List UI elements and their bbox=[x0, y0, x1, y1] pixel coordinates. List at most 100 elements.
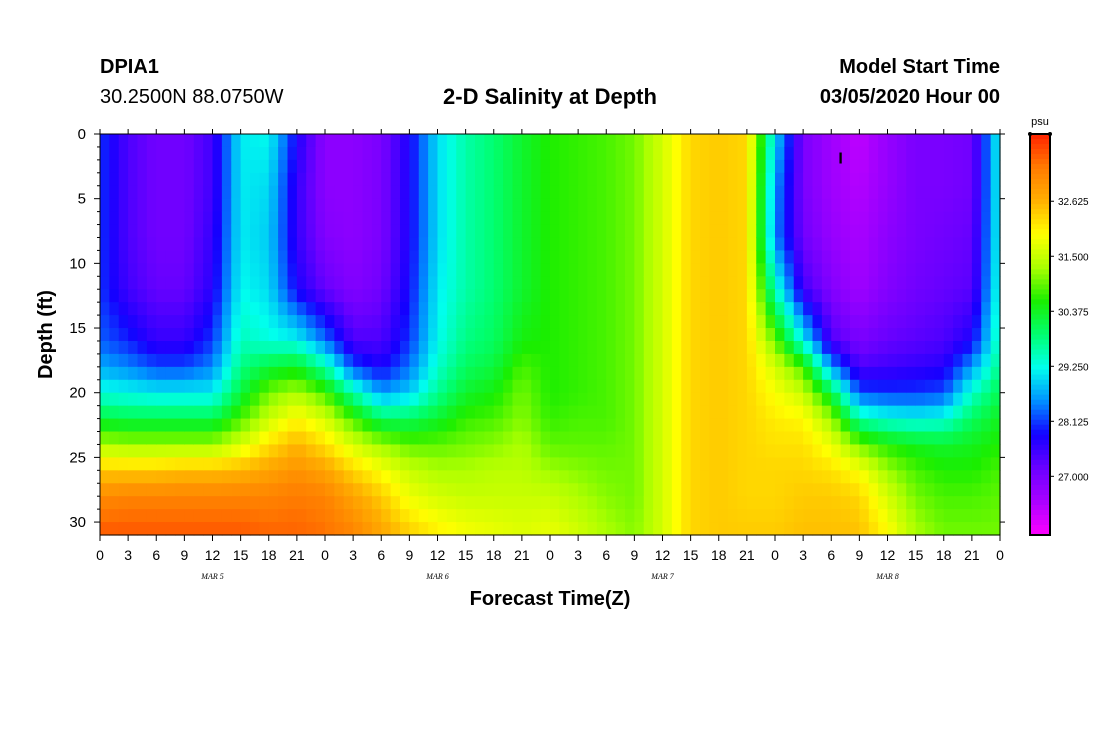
heatmap-cell bbox=[803, 470, 814, 484]
heatmap-cell bbox=[765, 379, 776, 394]
heatmap-cell bbox=[343, 496, 354, 510]
heatmap-cell bbox=[643, 522, 654, 536]
heatmap-cell bbox=[381, 237, 392, 252]
heatmap-cell bbox=[812, 224, 823, 239]
x-axis: 0 3 6 9 12 15 18 21 0 3 6 9 12 15 18 21 0 3 6 9 12 15 18 21 0 3 6 9… bbox=[96, 129, 1004, 581]
heatmap-cell bbox=[278, 250, 289, 264]
heatmap-cell bbox=[446, 405, 457, 420]
heatmap-cell bbox=[146, 289, 157, 303]
heatmap-cell bbox=[156, 340, 167, 355]
x-tick-label: 3 bbox=[349, 547, 357, 563]
colorbar-segment bbox=[1030, 504, 1050, 511]
heatmap-cell bbox=[250, 172, 260, 187]
heatmap-cell bbox=[615, 172, 626, 187]
heatmap-cell bbox=[690, 522, 701, 536]
heatmap-cell bbox=[709, 263, 720, 277]
heatmap-cell bbox=[850, 185, 860, 200]
heatmap-cell bbox=[662, 392, 673, 407]
colorbar-segment bbox=[1030, 354, 1050, 361]
heatmap-cell bbox=[746, 172, 757, 187]
colorbar-segment bbox=[1030, 394, 1050, 401]
heatmap-cell bbox=[118, 185, 129, 200]
heatmap-cell bbox=[287, 328, 298, 342]
heatmap-cell bbox=[371, 134, 382, 148]
heatmap-cell bbox=[259, 431, 270, 446]
heatmap-cell bbox=[315, 496, 326, 510]
heatmap-cell bbox=[156, 263, 167, 277]
heatmap-cell bbox=[409, 496, 420, 510]
heatmap-cell bbox=[278, 340, 289, 355]
heatmap-cell bbox=[943, 483, 954, 497]
heatmap-cell bbox=[784, 457, 795, 471]
heatmap-cell bbox=[596, 198, 607, 213]
heatmap-cell bbox=[493, 340, 504, 355]
heatmap-cell bbox=[643, 392, 654, 407]
heatmap-cell bbox=[390, 392, 401, 407]
colorbar-segment bbox=[1030, 524, 1050, 531]
heatmap-cell bbox=[981, 379, 992, 394]
heatmap-cell bbox=[109, 263, 120, 277]
heatmap-cell bbox=[484, 444, 495, 458]
heatmap-cell bbox=[371, 302, 382, 316]
heatmap-cell bbox=[512, 431, 523, 446]
heatmap-cell bbox=[353, 405, 364, 420]
heatmap-cell bbox=[662, 276, 673, 290]
heatmap-cell bbox=[831, 379, 842, 394]
colorbar-segment bbox=[1030, 269, 1050, 275]
heatmap-cell bbox=[990, 444, 1001, 458]
heatmap-cell bbox=[128, 289, 139, 303]
heatmap-cell bbox=[437, 250, 448, 264]
heatmap-cell bbox=[231, 302, 242, 316]
heatmap-cell bbox=[128, 392, 139, 407]
heatmap-cell bbox=[981, 470, 992, 484]
heatmap-cell bbox=[287, 496, 298, 510]
heatmap-cell bbox=[550, 237, 560, 252]
heatmap-cell bbox=[203, 328, 214, 342]
heatmap-cell bbox=[625, 366, 635, 381]
heatmap-cell bbox=[137, 379, 148, 394]
heatmap-cell bbox=[606, 237, 617, 252]
heatmap-cell bbox=[521, 392, 532, 407]
heatmap-cell bbox=[334, 457, 345, 471]
heatmap-cell bbox=[484, 366, 495, 381]
heatmap-cell bbox=[971, 328, 982, 342]
heatmap-cell bbox=[521, 159, 532, 174]
heatmap-cell bbox=[906, 302, 917, 316]
heatmap-cell bbox=[737, 379, 748, 394]
heatmap-cell bbox=[943, 198, 954, 213]
heatmap-cell bbox=[737, 211, 748, 226]
heatmap-cell bbox=[484, 224, 495, 239]
heatmap-cell bbox=[671, 366, 682, 381]
heatmap-cell bbox=[709, 172, 720, 187]
heatmap-cell bbox=[128, 509, 139, 523]
heatmap-cell bbox=[296, 289, 307, 303]
heatmap-cell bbox=[240, 134, 251, 148]
heatmap-cell bbox=[353, 509, 364, 523]
heatmap-cell bbox=[371, 237, 382, 252]
heatmap-cell bbox=[850, 522, 860, 536]
heatmap-cell bbox=[728, 224, 739, 239]
heatmap-cell bbox=[859, 418, 870, 433]
heatmap-cell bbox=[306, 470, 317, 484]
heatmap-cell bbox=[971, 405, 982, 420]
colorbar-segment bbox=[1030, 149, 1050, 155]
heatmap-cell bbox=[756, 237, 767, 252]
heatmap-cell bbox=[934, 366, 945, 381]
heatmap-cell bbox=[840, 392, 851, 407]
y-tick-label: 10 bbox=[69, 255, 86, 272]
heatmap-cell bbox=[559, 353, 570, 368]
heatmap-cell bbox=[550, 392, 560, 407]
heatmap-cell bbox=[840, 315, 851, 329]
heatmap-cell bbox=[100, 353, 110, 368]
heatmap-cell bbox=[193, 444, 204, 458]
heatmap-cell bbox=[137, 289, 148, 303]
heatmap-cell bbox=[671, 211, 682, 226]
heatmap-cell bbox=[540, 431, 551, 446]
heatmap-cell bbox=[334, 211, 345, 226]
heatmap-cell bbox=[193, 185, 204, 200]
heatmap-cell bbox=[343, 146, 354, 161]
heatmap-cell bbox=[231, 263, 242, 277]
heatmap-cell bbox=[643, 418, 654, 433]
heatmap-cell bbox=[953, 185, 964, 200]
heatmap-cell bbox=[700, 302, 710, 316]
